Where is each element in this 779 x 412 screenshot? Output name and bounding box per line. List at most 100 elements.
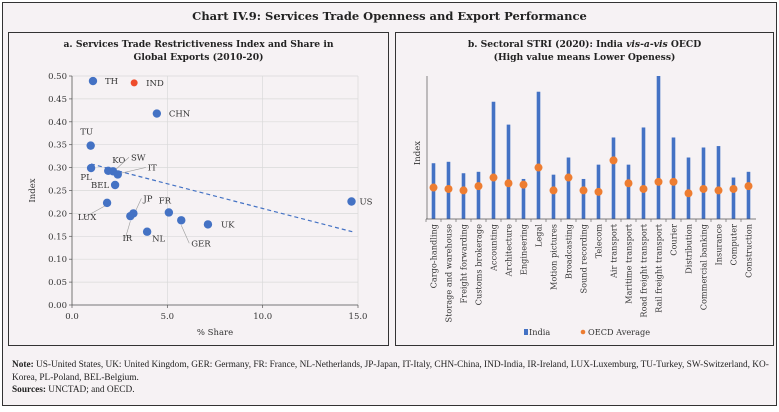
leader-line: [119, 167, 146, 174]
y-tick-label: 0.10: [48, 255, 67, 265]
chart-title: Chart IV.9: Services Trade Openness and …: [192, 9, 587, 23]
marker-oecd: [504, 179, 513, 188]
bar-india: [641, 127, 646, 219]
leader-line: [180, 225, 190, 244]
point-label: US: [360, 197, 373, 207]
bar-india: [626, 164, 631, 219]
bar-india: [461, 173, 466, 219]
marker-oecd: [444, 184, 453, 193]
x-tick-label: Telecom: [594, 224, 604, 259]
y-tick-label: 0.30: [48, 164, 67, 174]
sources-label: Sources:: [12, 385, 46, 395]
y-tick-label: 0.15: [48, 232, 67, 242]
x-tick-label: Sound recording: [579, 224, 589, 294]
x-tick-label: Distribution: [684, 223, 694, 274]
x-tick-label: 10.0: [253, 312, 272, 322]
point-tu: [86, 141, 95, 150]
point-ir: [126, 211, 135, 221]
bar-india: [581, 178, 586, 219]
marker-oecd: [564, 173, 573, 182]
bar-india: [656, 76, 661, 219]
y-tick-label: 0.05: [48, 278, 67, 288]
bar-chart: Index Cargo-handling Storage and warehouse…: [413, 76, 756, 337]
x-tick-label: Legal: [534, 224, 544, 247]
point-us: [347, 197, 356, 206]
bar-india: [746, 171, 751, 219]
point-ger: [177, 216, 186, 225]
marker-oecd: [624, 179, 633, 188]
panel-b-title-line2: (High value means Lower Openess): [493, 52, 676, 63]
point-label: KO: [112, 156, 125, 166]
point-label: TH: [105, 77, 118, 87]
point-label: IR: [122, 234, 132, 244]
bar-india: [731, 177, 736, 219]
point-lux: [102, 198, 112, 208]
x-tick-label: Engineering: [519, 224, 529, 275]
point-label: JP: [142, 194, 152, 204]
leader-line: [84, 205, 106, 218]
point-label: GER: [191, 239, 211, 249]
point-label: CHN: [169, 110, 191, 120]
marker-oecd: [474, 182, 483, 191]
x-tick-label: Construction: [744, 223, 754, 278]
point-label: BEL: [91, 181, 109, 191]
y-axis-label: Index: [28, 178, 38, 202]
point-label: FR: [159, 196, 172, 206]
marker-oecd: [549, 186, 558, 195]
note-line: Note: US-United States, UK: United Kingd…: [12, 359, 772, 384]
panel-scatter: a. Services Trade Restrictiveness Index …: [8, 32, 389, 346]
bar-india: [521, 178, 526, 219]
point-chn: [152, 109, 162, 118]
x-tick-label: 0.0: [65, 312, 79, 322]
sources-line: Sources: UNCTAD; and OECD.: [12, 384, 772, 397]
x-tick-label: Motion pictures: [549, 224, 559, 290]
point-label: TU: [80, 128, 93, 138]
marker-oecd: [489, 173, 498, 182]
x-tick-label: Freight forwarding: [459, 224, 469, 304]
sources-text: UNCTAD; and OECD.: [48, 385, 135, 395]
x-tick-label: Storage and warehouse: [444, 224, 454, 323]
legend-oecd-label: OECD Average: [588, 327, 650, 337]
leader-line: [135, 198, 142, 212]
title-part: OECD: [667, 39, 702, 50]
marker-oecd: [744, 182, 753, 191]
marker-oecd: [669, 177, 678, 186]
marker-oecd: [699, 184, 708, 193]
marker-oecd: [714, 186, 723, 195]
x-tick-label: Rail freight transport: [654, 223, 664, 313]
x-tick-label: Customs brokerage: [474, 224, 484, 305]
point-nl: [142, 227, 152, 236]
bar-india: [551, 174, 556, 219]
point-ind: [130, 79, 138, 87]
point-label: IT: [148, 163, 157, 173]
panel-a-title: a. Services Trade Restrictiveness Index …: [9, 38, 388, 64]
x-tick-label: Accounting: [489, 224, 499, 272]
bar-india: [476, 171, 481, 219]
panel-b-title: b. Sectoral STRI (2020): India vis-a-vis…: [396, 38, 773, 64]
note-text: US-United States, UK: United Kingdom, GE…: [12, 360, 769, 383]
point-label: IND: [146, 79, 164, 89]
x-tick-label: Architecture: [504, 224, 514, 278]
bar-india: [611, 137, 616, 219]
marker-oecd: [654, 177, 663, 186]
panel-a-title-line2: Global Exports (2010-20): [133, 52, 264, 63]
note-label: Note:: [12, 360, 34, 370]
bar-india: [686, 157, 691, 219]
marker-oecd: [579, 186, 588, 195]
point-th: [88, 76, 98, 86]
bar-india: [536, 91, 541, 219]
x-tick-label: Air transport: [609, 223, 619, 279]
point-fr: [164, 208, 174, 217]
y-tick-label: 0.45: [48, 95, 67, 105]
point-it: [113, 170, 122, 179]
panel-b-title-line1: b. Sectoral STRI (2020): India vis-a-vis…: [396, 38, 773, 51]
x-tick-label: Computer: [729, 224, 739, 266]
bar-india: [491, 101, 496, 219]
point-uk: [203, 220, 213, 229]
legend-india-swatch: [524, 329, 528, 335]
leader-line: [115, 157, 130, 170]
trendline: [90, 163, 353, 233]
x-axis-label: % Share: [197, 328, 233, 338]
bar-india: [716, 146, 721, 219]
y-tick-label: 0.00: [48, 301, 67, 311]
